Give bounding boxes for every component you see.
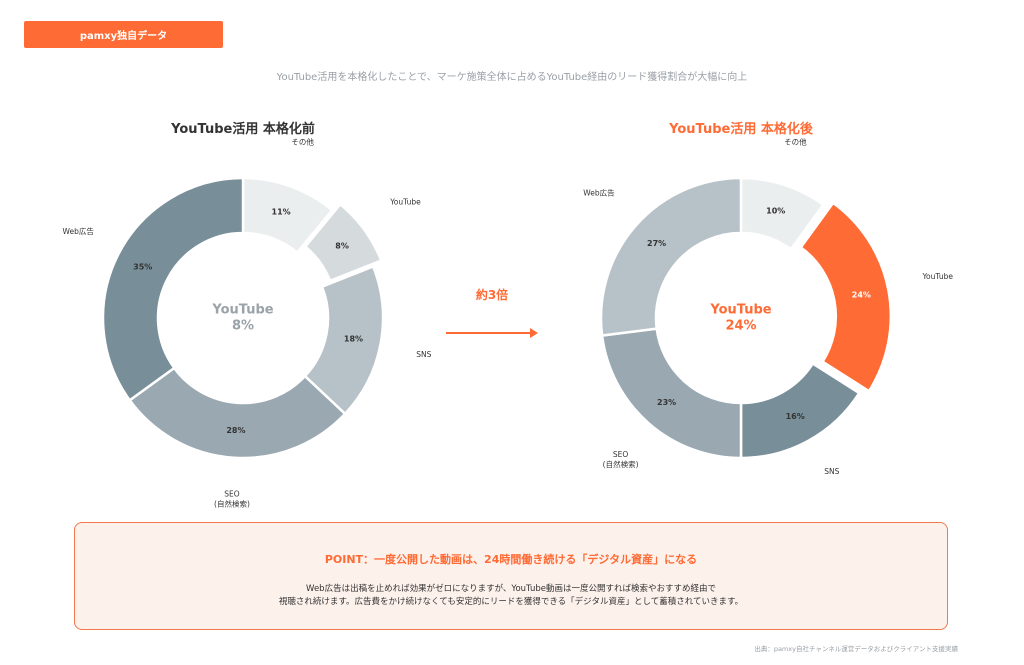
- data-badge: pamxy独自データ: [24, 21, 223, 48]
- donut-slice-0-0: [241, 176, 334, 255]
- chart-title-after: YouTube活用 本格化後: [669, 122, 813, 137]
- donut-center-value-0: 8%: [232, 319, 254, 334]
- point-body: Web広告は出稿を止めれば効果がゼロになりますが、YouTube動画は一度公開す…: [75, 583, 947, 609]
- arrow-right-icon: [446, 328, 538, 338]
- slice-name-label-1-3-1: (自然検索): [603, 459, 639, 469]
- point-title: POINT：一度公開した動画は、24時間働き続ける「デジタル資産」になる: [324, 553, 698, 566]
- donut-slice-1-1: [799, 201, 893, 393]
- donut-slice-1-3: [600, 327, 743, 460]
- donut-slice-0-3: [127, 366, 347, 460]
- donut-center-label-1: YouTube: [709, 303, 771, 318]
- slice-value-label-1-2: 16%: [786, 412, 805, 421]
- slice-value-label-0-1: 8%: [335, 241, 349, 250]
- point-box: POINT：一度公開した動画は、24時間働き続ける「デジタル資産」になる Web…: [74, 522, 948, 630]
- donut-center-value-1: 24%: [725, 319, 756, 334]
- point-body-line-1: Web広告は出稿を止めれば効果がゼロになりますが、YouTube動画は一度公開す…: [306, 584, 716, 594]
- slice-name-label-0-3-0: SEO: [224, 490, 239, 499]
- slice-name-label-1-0-0: その他: [784, 137, 807, 147]
- slice-name-label-1-2-0: SNS: [824, 467, 839, 476]
- donut-center-label-0: YouTube: [211, 303, 273, 318]
- donut-slice-0-1: [303, 202, 383, 283]
- slice-name-label-1-4-0: Web広告: [583, 188, 615, 198]
- slice-name-label-0-0-0: その他: [291, 136, 314, 146]
- donut-slice-1-0: [739, 176, 826, 251]
- slice-name-label-1-1-0: YouTube: [921, 272, 953, 281]
- donut-slice-1-2: [739, 361, 861, 460]
- slice-value-label-1-3: 23%: [657, 398, 676, 407]
- page-subtitle: YouTube活用を本格化したことで、マーケ施策全体に占めるYouTube経由の…: [276, 72, 748, 83]
- slice-name-label-0-1-0: YouTube: [389, 198, 421, 207]
- point-body-line-2: 視聴され続けます。広告費をかけ続けなくても安定的にリードを獲得できる「デジタル資…: [278, 597, 744, 607]
- slice-name-label-0-2-0: SNS: [416, 350, 431, 359]
- donut-slice-0-4: [101, 176, 245, 403]
- slice-name-label-0-4-0: Web広告: [63, 226, 95, 236]
- slice-value-label-1-4: 27%: [647, 239, 666, 248]
- slice-value-label-0-0: 11%: [272, 208, 291, 217]
- slice-value-label-0-3: 28%: [226, 426, 245, 435]
- donut-slice-1-4: [599, 176, 743, 337]
- slice-name-label-1-3-0: SEO: [613, 450, 628, 459]
- slice-value-label-1-1: 24%: [852, 291, 871, 300]
- chart-title-before: YouTube活用 本格化前: [171, 122, 315, 137]
- multiplier-label: 約3倍: [475, 288, 509, 302]
- source-note: 出典：pamxy自社チャンネル運営データおよびクライアント支援実績: [754, 645, 958, 653]
- slice-value-label-0-4: 35%: [133, 262, 152, 271]
- slice-name-label-0-3-1: (自然検索): [214, 499, 250, 509]
- slice-value-label-1-0: 10%: [766, 207, 785, 216]
- slice-value-label-0-2: 18%: [344, 335, 363, 344]
